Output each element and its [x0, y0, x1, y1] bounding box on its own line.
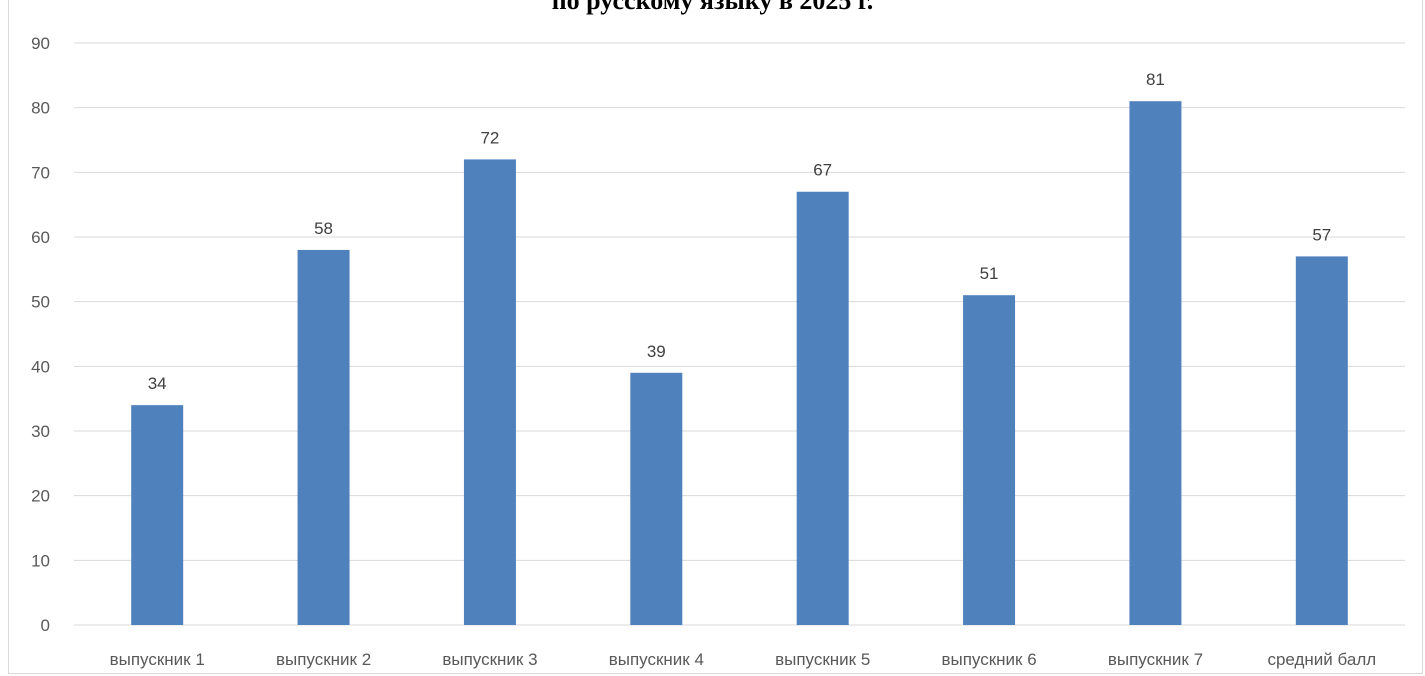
bars: [131, 101, 1348, 625]
x-category-label: выпускник 7: [1108, 650, 1203, 669]
bar: [1129, 101, 1182, 625]
chart-frame: [8, 0, 1423, 674]
x-category-label: выпускник 5: [775, 650, 870, 669]
data-label: 58: [314, 219, 333, 238]
data-label: 67: [813, 161, 832, 180]
data-label: 34: [148, 374, 167, 393]
y-tick-label: 40: [31, 357, 50, 376]
y-tick-label: 80: [31, 99, 50, 118]
x-category-label: выпускник 3: [442, 650, 537, 669]
bar: [131, 405, 184, 625]
y-tick-label: 70: [31, 163, 50, 182]
gridlines: [74, 42, 1405, 626]
data-label: 57: [1312, 225, 1331, 244]
bar: [297, 249, 350, 625]
data-label: 72: [480, 128, 499, 147]
x-axis-categories: выпускник 1 выпускник 2 выпускник 3 выпускн…: [110, 650, 1377, 669]
data-label: 81: [1146, 70, 1165, 89]
y-tick-label: 0: [41, 616, 50, 635]
y-tick-label: 30: [31, 422, 50, 441]
y-axis-ticks: 0 10 20 30 40 50 60 70 80 90: [31, 34, 50, 635]
data-label: 39: [647, 342, 666, 361]
chart-title: по русскому языку в 2025 г.: [551, 0, 874, 15]
y-tick-label: 20: [31, 487, 50, 506]
data-label: 51: [980, 264, 999, 283]
bar: [963, 295, 1016, 625]
bar: [1295, 256, 1348, 625]
data-labels: 34 58 72 39 67 51 81 57: [148, 70, 1332, 393]
bar: [463, 159, 516, 625]
x-category-label: выпускник 2: [276, 650, 371, 669]
x-category-label: средний балл: [1267, 650, 1376, 669]
y-tick-label: 90: [31, 34, 50, 53]
y-tick-label: 10: [31, 551, 50, 570]
bar: [796, 191, 849, 625]
x-category-label: выпускник 6: [941, 650, 1036, 669]
bar: [630, 372, 683, 625]
y-tick-label: 50: [31, 293, 50, 312]
x-category-label: выпускник 1: [110, 650, 205, 669]
y-tick-label: 60: [31, 228, 50, 247]
x-category-label: выпускник 4: [609, 650, 704, 669]
